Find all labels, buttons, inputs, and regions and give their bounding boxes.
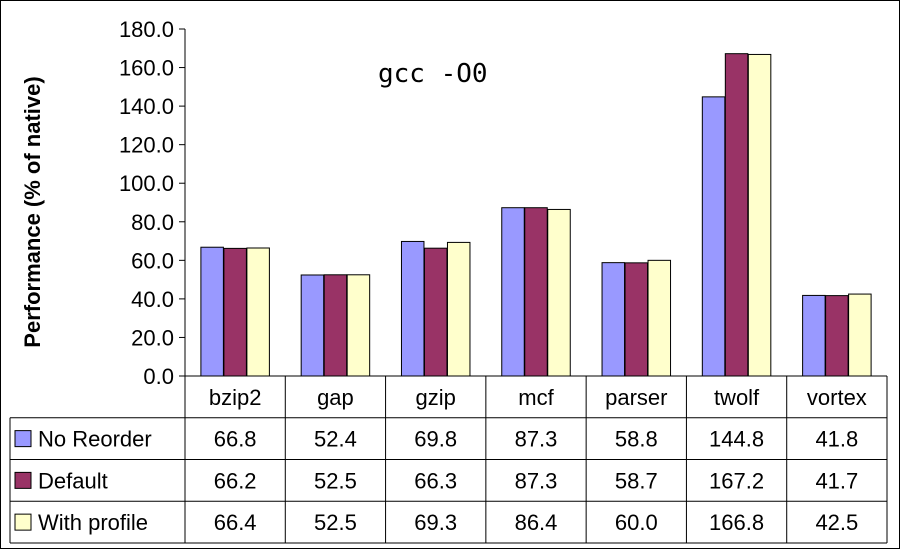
y-tick-label: 20.0 <box>131 325 174 350</box>
bar-mcf-default <box>524 207 548 377</box>
category-label: bzip2 <box>209 385 262 410</box>
data-value-label: 52.4 <box>314 427 357 452</box>
bar-gap-default <box>323 274 348 377</box>
bar-vortex-default <box>825 295 849 377</box>
category-label: parser <box>605 385 667 410</box>
y-tick-label: 60.0 <box>131 248 174 273</box>
bar-bzip2-default <box>223 247 247 377</box>
y-tick-label: 100.0 <box>119 171 174 196</box>
data-value-label: 69.8 <box>414 427 457 452</box>
y-tick-label: 180.0 <box>119 17 174 42</box>
category-label: gap <box>317 385 354 410</box>
data-value-label: 166.8 <box>709 510 764 535</box>
data-value-label: 69.3 <box>414 510 457 535</box>
legend-label: Default <box>38 468 108 493</box>
category-label: gzip <box>416 385 456 410</box>
data-value-label: 87.3 <box>515 468 558 493</box>
data-value-label: 42.5 <box>815 510 858 535</box>
y-tick-label: 140.0 <box>119 94 174 119</box>
category-label: vortex <box>807 385 867 410</box>
category-label: twolf <box>714 385 760 410</box>
bar-bzip2-with-profile <box>246 247 270 377</box>
y-tick-label: 0.0 <box>143 364 174 389</box>
bar-vortex-no-reorder <box>802 294 826 377</box>
data-value-label: 86.4 <box>515 510 558 535</box>
bar-parser-with-profile <box>647 259 672 377</box>
bar-gzip-with-profile <box>446 241 471 377</box>
data-value-label: 87.3 <box>515 427 558 452</box>
bar-vortex-with-profile <box>848 293 872 377</box>
bar-mcf-no-reorder <box>501 207 525 377</box>
data-value-label: 66.3 <box>414 468 457 493</box>
bar-twolf-with-profile <box>747 53 772 377</box>
bar-twolf-default <box>724 53 749 377</box>
y-tick-label: 40.0 <box>131 287 174 312</box>
data-value-label: 60.0 <box>615 510 658 535</box>
bar-twolf-no-reorder <box>701 96 726 377</box>
category-label: mcf <box>518 385 554 410</box>
data-value-label: 41.7 <box>815 468 858 493</box>
data-value-label: 144.8 <box>709 427 764 452</box>
legend-swatch-default <box>14 471 32 489</box>
bar-parser-no-reorder <box>601 262 626 377</box>
y-axis-title: Performance (% of native) <box>20 76 45 347</box>
data-value-label: 58.7 <box>615 468 658 493</box>
chart-title: gcc -O0 <box>378 59 488 89</box>
bar-mcf-with-profile <box>547 208 571 377</box>
bar-gzip-default <box>423 247 448 377</box>
bar-bzip2-no-reorder <box>200 246 224 377</box>
data-value-label: 66.4 <box>214 510 257 535</box>
y-tick-label: 160.0 <box>119 56 174 81</box>
data-value-label: 41.8 <box>815 427 858 452</box>
data-value-label: 52.5 <box>314 468 357 493</box>
data-value-label: 66.8 <box>214 427 257 452</box>
data-value-label: 52.5 <box>314 510 357 535</box>
bar-gap-with-profile <box>346 274 371 377</box>
legend-swatch-no-reorder <box>14 430 32 448</box>
data-value-label: 58.8 <box>615 427 658 452</box>
legend-swatch-with-profile <box>14 513 32 531</box>
y-tick-label: 80.0 <box>131 210 174 235</box>
legend-label: With profile <box>38 510 148 535</box>
data-value-label: 167.2 <box>709 468 764 493</box>
data-value-label: 66.2 <box>214 468 257 493</box>
bar-gap-no-reorder <box>300 274 325 377</box>
bar-parser-default <box>624 262 649 377</box>
legend-label: No Reorder <box>38 427 152 452</box>
y-tick-label: 120.0 <box>119 133 174 158</box>
bar-gzip-no-reorder <box>400 240 425 377</box>
